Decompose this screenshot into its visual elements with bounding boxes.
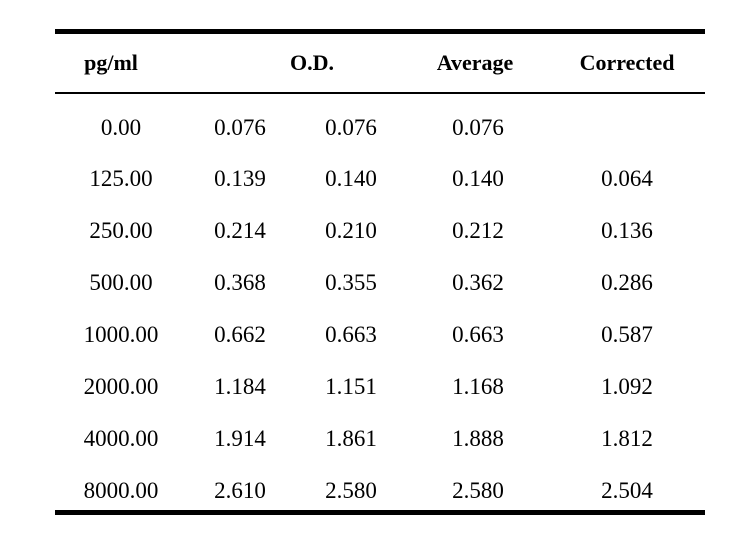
cell-average: 1.888	[452, 426, 504, 451]
cell-concentration: 1000.00	[83, 322, 159, 347]
header-corrected: Corrected	[579, 50, 675, 75]
cell-corrected: 0.136	[601, 218, 653, 243]
cell-average: 0.663	[452, 322, 504, 347]
table-header: pg/ml O.D. Average Corrected	[55, 34, 705, 92]
cell-corrected: 0.286	[601, 270, 653, 295]
header-od: O.D.	[290, 50, 334, 75]
cell-od-2: 1.861	[325, 426, 377, 451]
table-row: 1000.00 0.662 0.663 0.663 0.587	[55, 309, 705, 361]
cell-concentration: 8000.00	[83, 478, 159, 503]
cell-concentration: 125.00	[89, 166, 153, 191]
table-row: 4000.00 1.914 1.861 1.888 1.812	[55, 413, 705, 465]
table-bottom-rule	[55, 510, 705, 515]
cell-concentration: 500.00	[89, 270, 153, 295]
cell-od-2: 1.151	[325, 374, 377, 399]
cell-concentration: 4000.00	[83, 426, 159, 451]
cell-od-2: 0.076	[325, 115, 377, 140]
cell-od-1: 1.184	[214, 374, 266, 399]
cell-corrected: 2.504	[601, 478, 653, 503]
table-top-rule	[55, 29, 705, 34]
cell-od-2: 0.140	[325, 166, 377, 191]
cell-od-1: 2.610	[214, 478, 266, 503]
table-row: 8000.00 2.610 2.580 2.580 2.504	[55, 465, 705, 517]
cell-average: 1.168	[452, 374, 504, 399]
cell-average: 0.140	[452, 166, 504, 191]
standard-curve-table: pg/ml O.D. Average Corrected 0.00 0.076 …	[55, 29, 705, 515]
cell-concentration: 250.00	[89, 218, 153, 243]
table-row: 125.00 0.139 0.140 0.140 0.064	[55, 153, 705, 205]
cell-od-1: 0.214	[214, 218, 266, 243]
cell-average: 2.580	[452, 478, 504, 503]
cell-average: 0.362	[452, 270, 504, 295]
table-body: 0.00 0.076 0.076 0.076 125.00 0.139 0.14…	[55, 94, 705, 510]
cell-od-2: 0.663	[325, 322, 377, 347]
cell-corrected: 1.092	[601, 374, 653, 399]
cell-od-2: 0.210	[325, 218, 377, 243]
table-row: 500.00 0.368 0.355 0.362 0.286	[55, 257, 705, 309]
cell-od-1: 0.076	[214, 115, 266, 140]
table-row: 2000.00 1.184 1.151 1.168 1.092	[55, 361, 705, 413]
cell-corrected: 1.812	[601, 426, 653, 451]
cell-average: 0.212	[452, 218, 504, 243]
table-row: 0.00 0.076 0.076 0.076	[55, 102, 705, 154]
cell-od-2: 2.580	[325, 478, 377, 503]
cell-od-1: 0.139	[214, 166, 266, 191]
table-header-rule	[55, 92, 705, 94]
cell-corrected: 0.587	[601, 322, 653, 347]
cell-od-2: 0.355	[325, 270, 377, 295]
cell-od-1: 1.914	[214, 426, 266, 451]
cell-concentration: 2000.00	[83, 374, 159, 399]
cell-corrected: 0.064	[601, 166, 653, 191]
table-row: 250.00 0.214 0.210 0.212 0.136	[55, 205, 705, 257]
header-average: Average	[436, 50, 514, 75]
cell-od-1: 0.662	[214, 322, 266, 347]
cell-average: 0.076	[452, 115, 504, 140]
cell-od-1: 0.368	[214, 270, 266, 295]
cell-concentration: 0.00	[100, 115, 142, 140]
header-concentration: pg/ml	[84, 50, 138, 75]
